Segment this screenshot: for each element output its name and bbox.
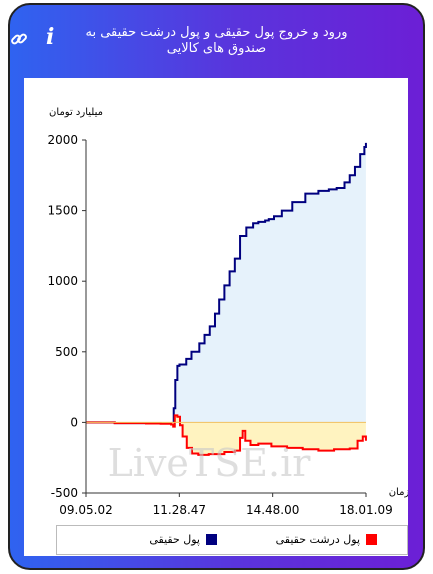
series-area-0 <box>85 142 366 424</box>
chart-legend: پول حقیقی پول درشت حقیقی <box>56 525 408 555</box>
x-tick-label-2: 14.48.00 <box>246 503 299 517</box>
x-axis-label: زمان <box>389 487 408 498</box>
widget-header: i ورود و خروج پول حقیقی و پول درشت حقیقی… <box>10 5 423 75</box>
series-line-1 <box>85 414 367 456</box>
watermark: LiveTSE.ir <box>108 441 312 485</box>
info-icon[interactable]: i <box>46 24 55 50</box>
y-tick-label-1: 1500 <box>47 204 78 218</box>
legend-item-big-real: پول درشت حقیقی <box>276 533 377 546</box>
legend-label-big-real: پول درشت حقیقی <box>275 533 360 546</box>
series-area-1 <box>85 415 366 455</box>
chart-svg: 2000 1500 1000 500 0 -500 09.05.02 11.28.47 14.4… <box>47 107 408 517</box>
legend-item-real: پول حقیقی <box>149 533 217 546</box>
legend-label-real: پول حقیقی <box>149 533 200 546</box>
y-tick-label-2: 1000 <box>47 274 78 288</box>
legend-swatch-big-real <box>366 534 377 545</box>
y-tick-label-0: 2000 <box>47 133 78 147</box>
y-axis-label: میلیارد تومان <box>49 107 103 118</box>
link-icon[interactable] <box>10 30 28 48</box>
y-tick-label-3: 500 <box>55 345 78 359</box>
x-tick-label-0: 09.05.02 <box>59 503 112 517</box>
x-tick-label-1: 11.28.47 <box>153 503 206 517</box>
chart-panel: 2000 1500 1000 500 0 -500 09.05.02 11.28.47 14.4… <box>24 78 408 556</box>
y-tick-label-4: 0 <box>70 415 78 429</box>
legend-swatch-real <box>206 534 217 545</box>
y-tick-label-5: -500 <box>51 486 78 500</box>
widget-title: ورود و خروج پول حقیقی و پول درشت حقیقی ب… <box>85 25 348 56</box>
series-line-0 <box>85 142 367 425</box>
widget-frame: i ورود و خروج پول حقیقی و پول درشت حقیقی… <box>8 3 425 570</box>
x-tick-label-3: 18.01.09 <box>339 503 392 517</box>
